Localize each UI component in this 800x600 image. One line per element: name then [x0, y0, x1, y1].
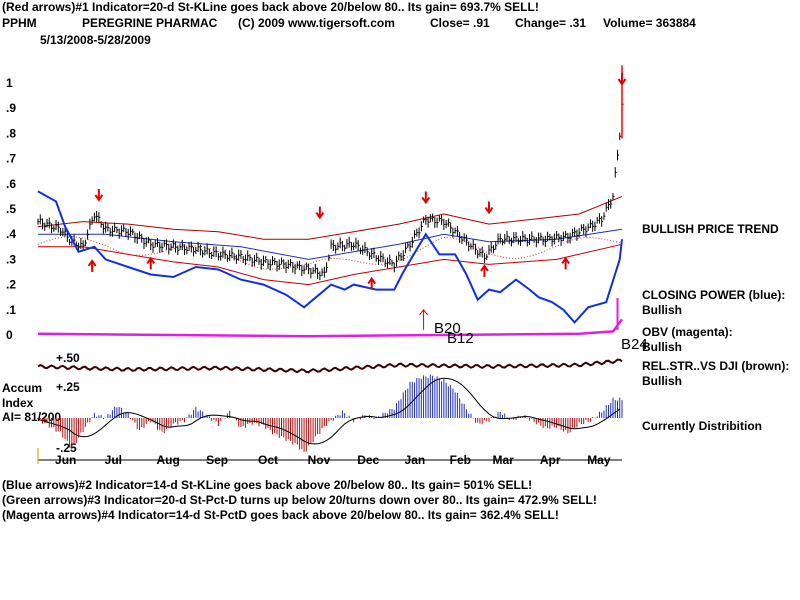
change-value: Change= .31 — [515, 16, 587, 30]
accum-tick-plus-50: +.50 — [56, 351, 80, 365]
y-tick-label: 1 — [6, 76, 13, 90]
company-name: PEREGRINE PHARMAC — [82, 16, 218, 30]
month-label: Nov — [308, 453, 331, 467]
closing-power-title: CLOSING POWER (blue): — [642, 288, 786, 302]
index-label: Index — [2, 396, 34, 410]
y-tick-label: .7 — [6, 152, 16, 166]
y-tick-label: .9 — [6, 101, 16, 115]
short-average-dotted-line — [37, 236, 620, 270]
rel-strength-title: REL.STR..VS DJI (brown): — [642, 359, 790, 373]
ai-score: AI= 81/200 — [2, 410, 62, 424]
buy-arrow-head — [146, 256, 156, 264]
month-label: Sep — [206, 453, 228, 467]
closing-power-status: Bullish — [642, 303, 683, 317]
month-label: Jun — [55, 453, 76, 467]
accum-average-line — [37, 377, 620, 445]
accum-status: Currently Distribition — [642, 419, 763, 433]
accum-tick-plus-25: +.25 — [56, 380, 80, 394]
sell-arrow-head — [484, 206, 494, 215]
rel-strength-line — [37, 358, 623, 374]
obv-status: Bullish — [642, 340, 683, 354]
month-label: Mar — [492, 453, 514, 467]
month-label: Oct — [258, 453, 278, 467]
upper-band-line — [37, 195, 623, 240]
y-tick-label: 0 — [6, 328, 13, 342]
price-trend-label: BULLISH PRICE TREND — [642, 222, 779, 236]
copyright-notice: (C) 2009 www.tigersoft.com — [238, 16, 395, 30]
legend-line-red-arrows: (Red arrows)#1 Indicator=20-d St-KLine g… — [2, 0, 539, 14]
y-tick-label: .3 — [6, 252, 16, 266]
sell-arrow-head — [421, 196, 431, 205]
volume-value: Volume= 363884 — [603, 16, 696, 30]
x-axis-months: Jun Jul Aug Sep Oct Nov Dec Jan Feb Mar Apr May — [37, 448, 622, 467]
sell-arrow-head — [315, 211, 325, 220]
legend-line-blue-arrows: (Blue arrows)#2 Indicator=14-d St-KLine … — [2, 478, 533, 492]
sell-arrow-head — [94, 194, 104, 202]
buy-arrow-head — [480, 264, 489, 272]
month-label: Apr — [540, 453, 561, 467]
y-tick-label: .4 — [6, 227, 16, 241]
b24-marker: B24 — [621, 336, 648, 353]
b20-marker: B20 — [434, 320, 461, 337]
buy-arrow-head — [367, 276, 377, 285]
price-series — [37, 65, 624, 281]
legend-line-magenta-arrows: (Magenta arrows)#4 Indicator=14-d St-Pct… — [2, 508, 559, 522]
rel-strength-series — [37, 358, 623, 374]
close-value: Close= .91 — [430, 16, 490, 30]
lower-band-line — [38, 243, 623, 286]
y-tick-label: .5 — [6, 202, 16, 216]
month-label: Jan — [405, 453, 426, 467]
obv-line — [37, 318, 623, 338]
accum-index-series — [37, 374, 623, 453]
month-label: Feb — [450, 453, 471, 467]
buy-arrow-head — [87, 259, 97, 267]
y-tick-label: .2 — [6, 278, 16, 292]
date-range: 5/13/2008-5/28/2009 — [40, 33, 151, 47]
closing-power-line — [37, 190, 623, 324]
y-tick-label: .1 — [6, 303, 16, 317]
obv-title: OBV (magenta): — [642, 325, 733, 339]
obv-series — [37, 318, 623, 338]
y-tick-label: .6 — [6, 177, 16, 191]
closing-power-series — [37, 190, 623, 324]
accum-label: Accum — [2, 381, 43, 395]
signal-arrows — [87, 73, 627, 330]
month-label: Dec — [357, 453, 379, 467]
legend-line-green-arrows: (Green arrows)#3 Indicator=20-d St-Pct-D… — [2, 493, 597, 507]
rel-strength-status: Bullish — [642, 374, 683, 388]
buy-arrow-head — [561, 256, 570, 264]
month-label: May — [587, 453, 611, 467]
buy-signal-arrow-head — [419, 308, 428, 316]
y-axis-ticks: 1 .9 .8 .7 .6 .5 .4 .3 .2 .1 0 — [6, 76, 16, 342]
y-tick-label: .8 — [6, 126, 16, 140]
sell-arrow-head — [617, 78, 627, 86]
month-label: Aug — [157, 453, 180, 467]
month-label: Jul — [105, 453, 122, 467]
b12-marker: B12 — [447, 330, 474, 347]
ticker-symbol: PPHM — [2, 16, 37, 30]
